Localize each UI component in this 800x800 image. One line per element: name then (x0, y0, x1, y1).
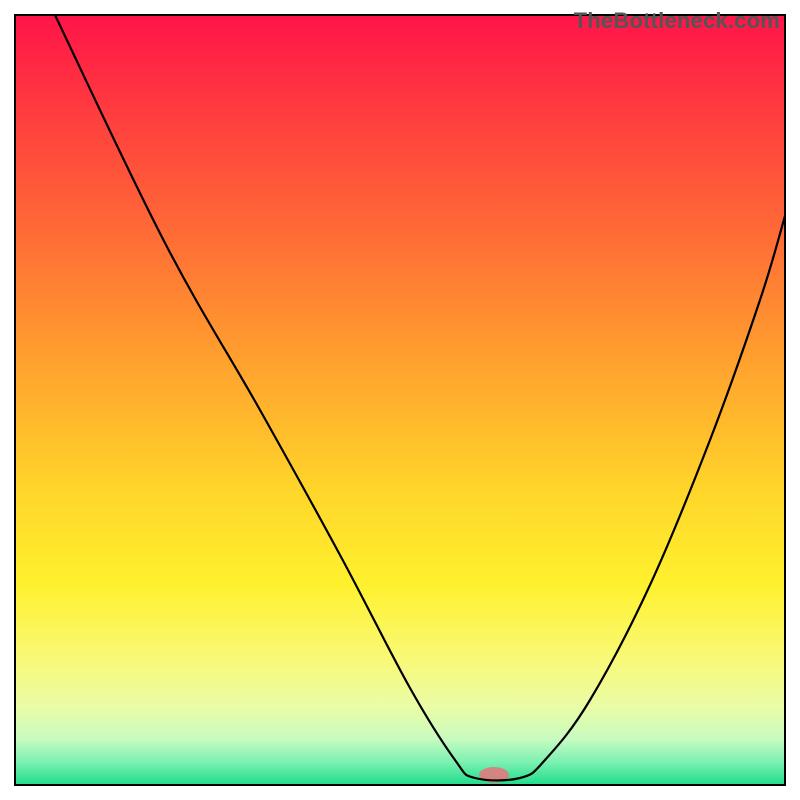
watermark-text: TheBottleneck.com (574, 8, 780, 34)
chart-container: TheBottleneck.com (0, 0, 800, 800)
bottleneck-chart (0, 0, 800, 800)
